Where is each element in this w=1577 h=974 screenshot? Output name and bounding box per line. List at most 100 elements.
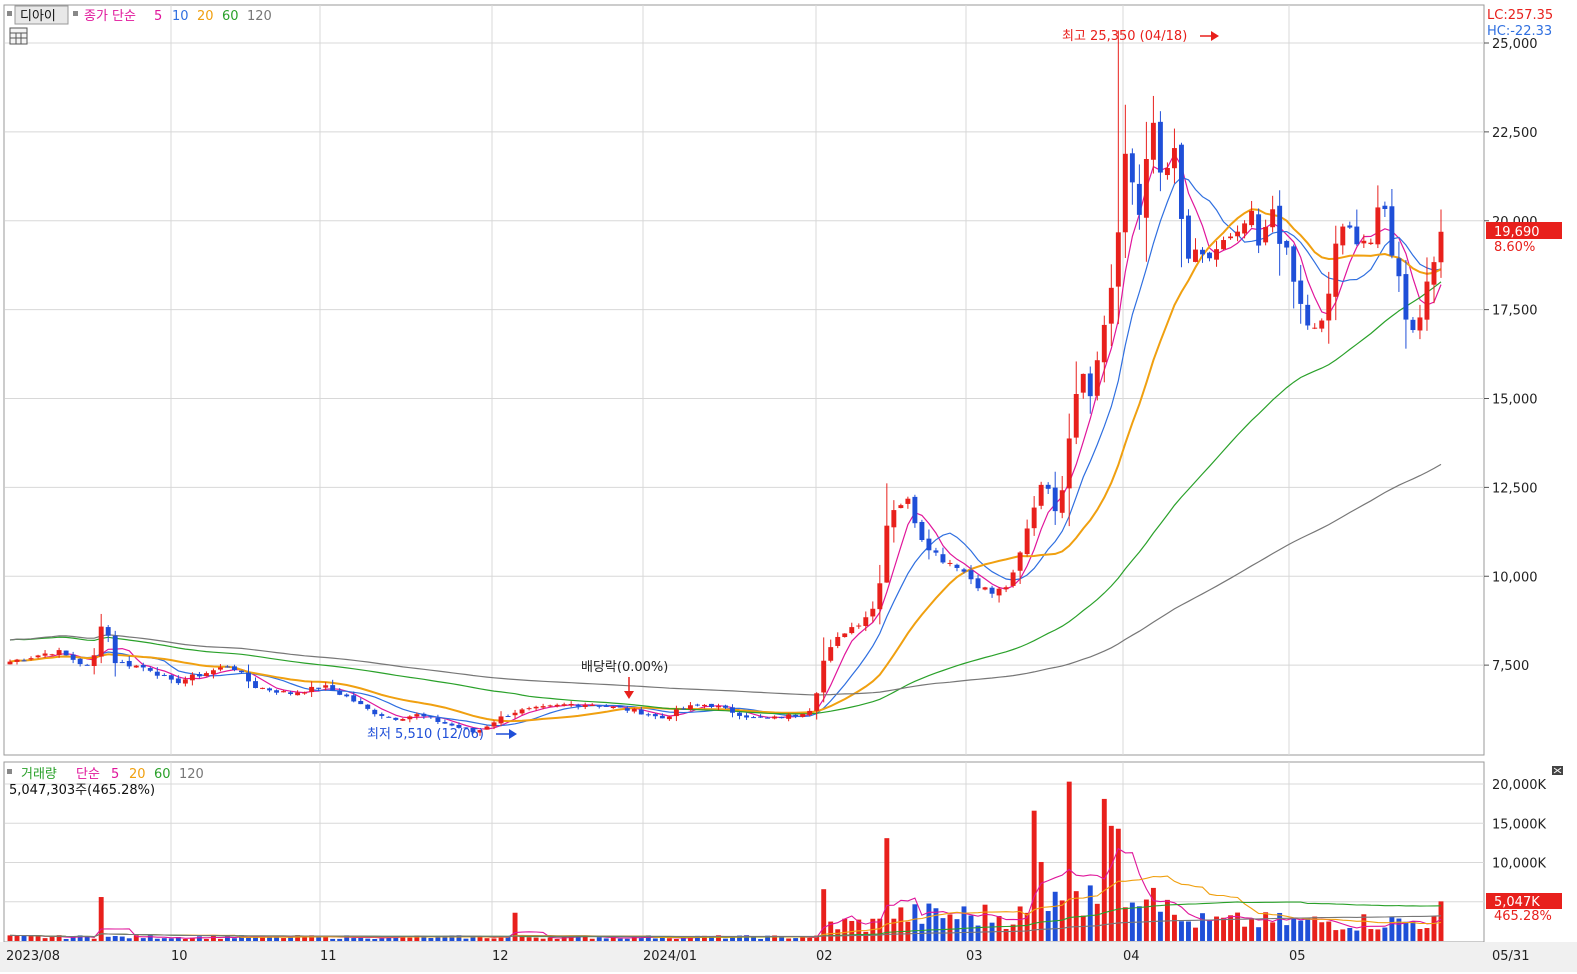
volume-bar (295, 935, 301, 941)
candle-up (1171, 148, 1177, 169)
candle-down (470, 727, 476, 733)
candle-up (589, 704, 595, 706)
volume-bar (1326, 921, 1332, 941)
max-arrow-icon (1200, 31, 1219, 41)
candle-down (1129, 153, 1135, 183)
volume-bar (617, 938, 623, 941)
candle-up (772, 716, 778, 719)
volume-bar (1256, 927, 1262, 941)
candle-up (863, 617, 869, 626)
candle-down (1207, 252, 1212, 259)
volume-bar (961, 906, 967, 941)
candle-up (877, 583, 883, 610)
last-price-label: 19,690 (1494, 225, 1540, 240)
volume-bar (582, 935, 588, 941)
volume-bar (49, 937, 55, 941)
last-volume-text: 5,047,303주(465.28%) (9, 783, 155, 798)
candle-up (484, 726, 490, 730)
volume-bar (1354, 930, 1360, 941)
candle-down (575, 704, 581, 707)
candle-up (716, 706, 721, 708)
volume-bar (1305, 917, 1311, 941)
volume-bar (975, 925, 981, 941)
candle-down (84, 664, 90, 666)
volume-bar (147, 935, 153, 941)
candle-down (1403, 274, 1409, 320)
volume-bar (1347, 927, 1353, 941)
volume-bar (1214, 916, 1219, 941)
volume-bar (1150, 887, 1156, 941)
volume-bar (1249, 918, 1255, 941)
volume-bar (498, 936, 504, 941)
candle-up (870, 608, 876, 617)
candle-up (582, 705, 588, 707)
candle-down (168, 675, 174, 680)
volume-legend: 거래량 단순 5 20 60 120 5,047,303주(465.28%) (7, 767, 204, 798)
candle-up (1228, 236, 1234, 239)
volume-bar (182, 938, 188, 941)
volume-bar (1368, 929, 1374, 941)
volume-bar (1207, 920, 1212, 941)
candle-down (379, 714, 385, 716)
candle-down (175, 678, 181, 684)
candle-up (302, 692, 308, 694)
lc-label: LC:257.35 (1487, 8, 1553, 23)
volume-bar (196, 936, 202, 941)
volume-tick-label: 10,000K (1492, 857, 1546, 872)
volume-bar (687, 937, 693, 941)
candle-up (996, 588, 1002, 596)
candle-up (807, 710, 813, 715)
candle-down (442, 722, 448, 724)
candle-up (407, 716, 413, 720)
candle-down (344, 694, 350, 697)
volume-bar (512, 912, 518, 941)
candle-down (765, 717, 771, 719)
candle-up (1038, 484, 1044, 506)
candle-down (1200, 249, 1205, 255)
candle-up (666, 716, 672, 720)
candle-down (1045, 484, 1051, 489)
volume-bar (1235, 912, 1241, 941)
candle-up (1340, 226, 1346, 246)
volume-bar (645, 935, 651, 941)
table-grid-icon[interactable] (9, 27, 28, 45)
volume-bar (1431, 916, 1437, 941)
volume-bar (42, 938, 48, 941)
volume-legend-type: 단순 (76, 767, 100, 782)
volume-bar (554, 938, 560, 941)
stock-name[interactable]: 디아이 (20, 9, 56, 24)
candle-up (477, 730, 483, 733)
collapse-panel-icon[interactable] (1552, 766, 1563, 775)
min-arrow-icon (496, 729, 517, 739)
candle-up (42, 653, 48, 656)
volume-bar (821, 889, 827, 941)
candle-up (7, 661, 13, 665)
candle-down (730, 707, 735, 713)
volume-bar (1017, 906, 1023, 941)
price-tick-label: 17,500 (1492, 304, 1538, 319)
volume-bar (175, 937, 181, 941)
volume-bar (154, 938, 160, 941)
volume-bar (666, 938, 672, 941)
date-tick-label: 2023/08 (6, 949, 60, 964)
volume-bar (477, 936, 483, 941)
stock-name-box[interactable] (14, 5, 69, 25)
candle-up (835, 636, 841, 646)
volume-bar (63, 938, 69, 941)
volume-bar (1031, 810, 1037, 941)
candle-down (1389, 206, 1395, 256)
volume-bar (1045, 911, 1051, 941)
candle-up (1122, 153, 1128, 233)
candle-down (793, 714, 799, 717)
volume-bar (309, 935, 315, 941)
volume-bar (1221, 917, 1226, 941)
candle-down (372, 709, 378, 715)
volume-bar (723, 938, 728, 941)
candle-down (105, 627, 111, 636)
candle-down (933, 550, 939, 553)
candle-up (982, 587, 988, 590)
volume-bar (807, 938, 813, 941)
volume-bar (1186, 921, 1191, 941)
